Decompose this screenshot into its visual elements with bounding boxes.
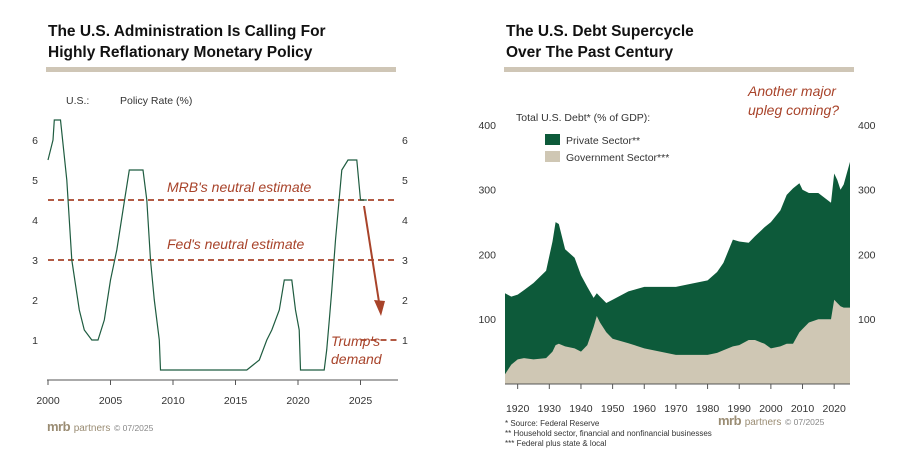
left-x-tick-label: 2020 — [286, 395, 310, 407]
fed-neutral-label: Fed's neutral estimate — [167, 236, 305, 252]
trump-demand-label-1: Trump's — [331, 333, 380, 349]
mrb-neutral-label: MRB's neutral estimate — [167, 179, 311, 195]
right-x-tick-label: 1980 — [696, 403, 720, 415]
left-x-tick-label: 2000 — [36, 395, 60, 407]
legend-title: Total U.S. Debt* (% of GDP): — [516, 112, 650, 124]
legend-swatch-private — [545, 134, 560, 145]
right-x-tick-label: 1990 — [728, 403, 752, 415]
callout-line2: upleg coming? — [748, 102, 839, 118]
right-x-tick-label: 1920 — [506, 403, 530, 415]
right-x-tick-label: 1950 — [601, 403, 625, 415]
government-sector-area — [505, 299, 850, 384]
right-x-tick-label: 2000 — [759, 403, 783, 415]
right-y-tick-label: 100 — [478, 314, 496, 326]
right-y-tick-label-right: 200 — [858, 249, 876, 261]
right-y-tick-label: 300 — [478, 185, 496, 197]
right-logo: mrb partners © 07/2025 — [718, 413, 824, 428]
left-y-tick-label: 4 — [32, 215, 38, 227]
left-x-tick-label: 2005 — [99, 395, 123, 407]
right-y-tick-label: 200 — [478, 249, 496, 261]
trump-arrow — [363, 205, 385, 316]
right-x-tick-label: 1960 — [633, 403, 657, 415]
callout-line1: Another major — [747, 83, 837, 99]
right-logo-date: © 07/2025 — [785, 417, 825, 427]
left-x-tick-label: 2010 — [161, 395, 185, 407]
footnote-private: ** Household sector, financial and nonfi… — [505, 429, 712, 438]
right-x-tick-label: 2010 — [791, 403, 815, 415]
left-y-tick-label: 5 — [32, 175, 38, 187]
right-y-tick-label-right: 400 — [858, 120, 876, 132]
policy-rate-line — [47, 119, 367, 371]
left-y-tick-label-right: 1 — [402, 335, 408, 347]
legend-label-government: Government Sector*** — [566, 152, 669, 164]
footnote-government: *** Federal plus state & local — [505, 439, 607, 448]
legend-swatch-government — [545, 151, 560, 162]
left-header-series: Policy Rate (%) — [120, 95, 192, 107]
right-y-tick-label-right: 300 — [858, 185, 876, 197]
right-title-line2: Over The Past Century — [506, 44, 674, 61]
left-y-tick-label-right: 6 — [402, 135, 408, 147]
policy-rate-chart: U.S.: Policy Rate (%) 1 1 2 2 3 3 4 4 5 5 6 6 2000 20… — [32, 95, 408, 407]
legend-label-private: Private Sector** — [566, 135, 640, 147]
right-logo-partners: partners — [744, 417, 782, 428]
left-y-tick-label-right: 3 — [402, 255, 408, 267]
right-title-rule — [504, 67, 854, 72]
left-y-tick-label-right: 2 — [402, 295, 408, 307]
right-x-tick-label: 1970 — [664, 403, 688, 415]
footnote-source: * Source: Federal Reserve — [505, 419, 600, 428]
left-title-rule — [46, 67, 396, 72]
left-header-country: U.S.: — [66, 95, 89, 107]
right-x-tick-label: 2020 — [822, 403, 846, 415]
left-y-tick-label: 2 — [32, 295, 38, 307]
right-y-tick-label-right: 100 — [858, 314, 876, 326]
right-x-tick-label: 1930 — [538, 403, 562, 415]
right-logo-mrb: mrb — [718, 413, 742, 428]
right-x-tick-label: 1940 — [569, 403, 593, 415]
left-y-tick-label: 3 — [32, 255, 38, 267]
left-title-line2: Highly Reflationary Monetary Policy — [48, 44, 313, 61]
left-x-tick-label: 2025 — [349, 395, 373, 407]
trump-demand-label-2: demand — [331, 351, 383, 367]
left-y-tick-label: 1 — [32, 335, 38, 347]
left-logo-mrb: mrb — [47, 419, 71, 434]
debt-supercycle-chart: 100 100 200 200 300 300 400 400 1920 1930 1940 1950… — [478, 83, 875, 415]
right-y-tick-label: 400 — [478, 120, 496, 132]
left-x-tick-label: 2015 — [224, 395, 248, 407]
left-title-line1: The U.S. Administration Is Calling For — [48, 23, 326, 40]
left-y-tick-label: 6 — [32, 135, 38, 147]
left-y-tick-label-right: 4 — [402, 215, 408, 227]
left-y-tick-label-right: 5 — [402, 175, 408, 187]
left-logo-date: © 07/2025 — [114, 423, 154, 433]
right-title-line1: The U.S. Debt Supercycle — [506, 23, 694, 40]
left-logo: mrb partners © 07/2025 — [47, 419, 153, 434]
private-sector-area — [505, 161, 850, 384]
left-logo-partners: partners — [73, 423, 111, 434]
